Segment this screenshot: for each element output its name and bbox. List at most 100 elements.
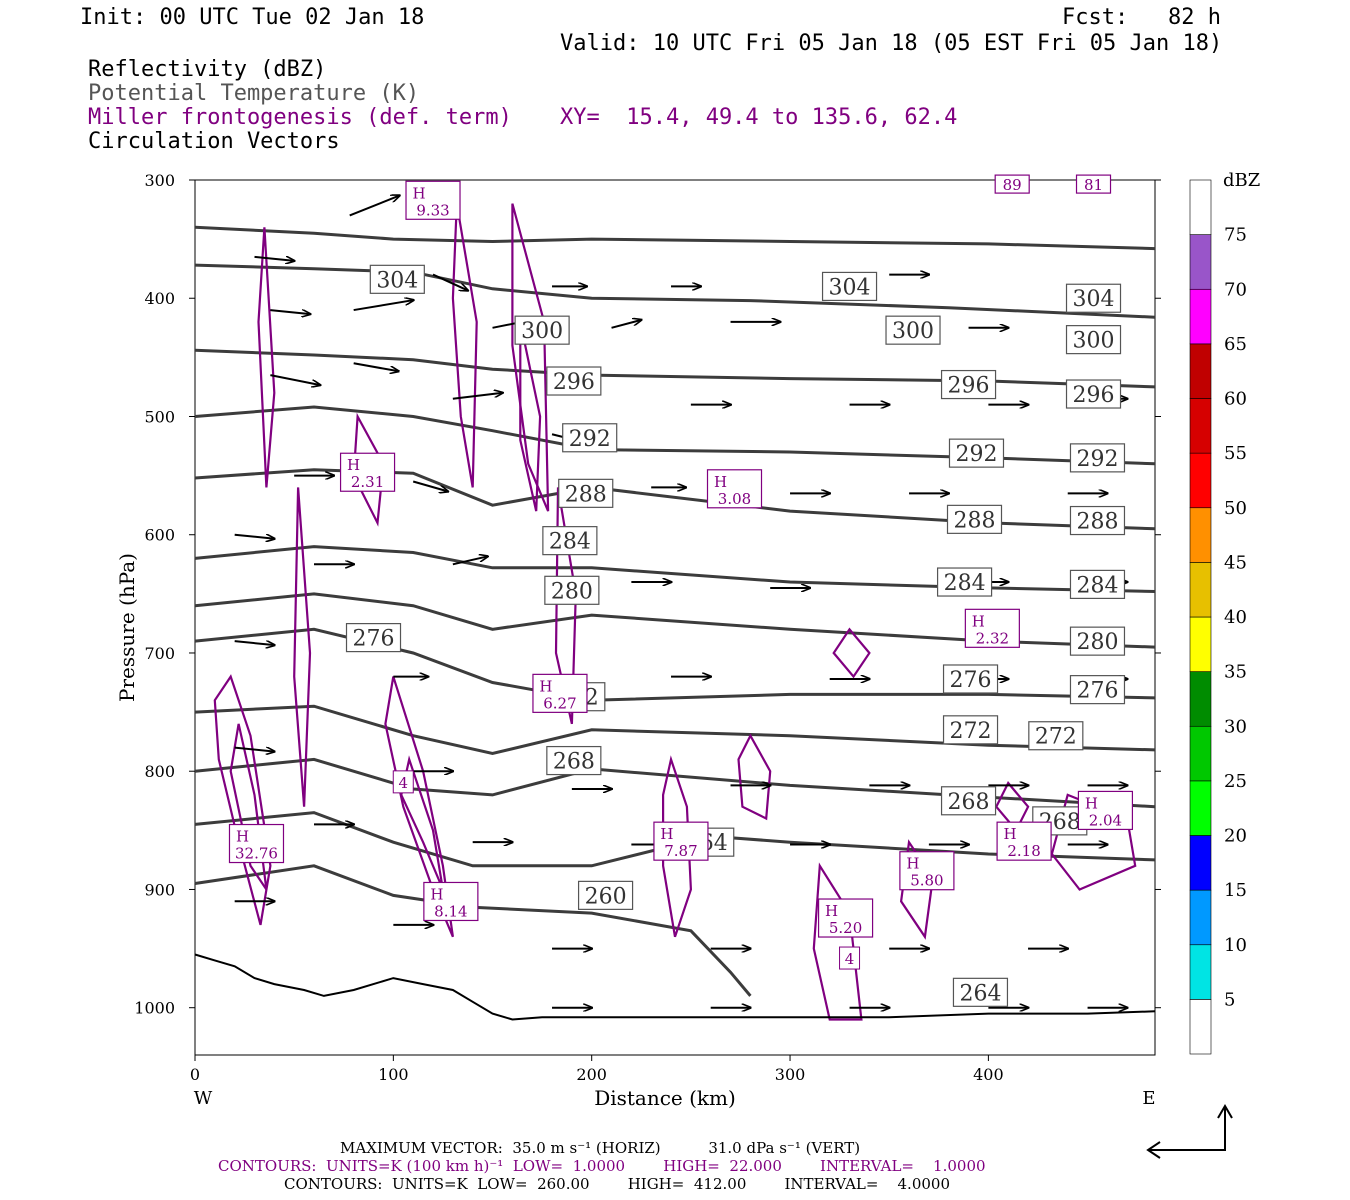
field-potential-temperature: Potential Temperature (K) [88,81,420,106]
max-marker: H [972,612,985,630]
colorbar-tick-label: 15 [1224,880,1247,901]
colorbar-swatch [1189,179,1212,235]
colorbar-swatch [1189,780,1212,836]
max-label-box [706,469,763,509]
theta-label-box [940,369,997,400]
field-circulation-vectors: Circulation Vectors [88,129,340,154]
max-value: 32.76 [235,845,278,863]
colorbar-unit: dBZ [1223,170,1260,191]
theta-label-box [1069,505,1126,536]
max-label-box [405,180,461,220]
theta-label-box [577,880,634,910]
max-label-box [423,881,479,922]
theta-label-box [1065,283,1122,313]
max-vector-note: MAXIMUM VECTOR: 35.0 m s⁻¹ (HORIZ) 31.0 … [340,1139,861,1157]
theta-label: 276 [353,627,395,652]
y-tick-label: 700 [144,644,175,663]
y-tick-label: 1000 [134,999,175,1018]
colorbar-tick-label: 35 [1224,662,1247,683]
theta-contour-288 [194,468,1156,531]
theta-label: 292 [1076,447,1118,472]
max-value: 2.18 [1007,842,1040,860]
top-value: 89 [1003,176,1022,194]
theta-contour-280 [194,592,1156,649]
frontogenesis-contour-note: CONTOURS: UNITS=K (100 km h)⁻¹ LOW= 1.00… [218,1157,986,1175]
max-marker: H [1004,825,1017,843]
y-tick-label: 600 [144,526,175,545]
theta-label-box [1069,626,1126,656]
max-marker: H [539,677,552,695]
max-value: 9.33 [416,201,449,219]
theta-label-box [936,567,993,597]
theta-label-box [369,264,425,294]
circulation-vector [270,309,310,314]
theta-label: 280 [551,579,593,604]
terrain-line [194,953,1156,1021]
theta-label: 276 [1076,679,1118,704]
colorbar-tick-label: 25 [1224,771,1247,792]
circulation-vector [234,533,275,539]
theta-label: 292 [569,427,611,452]
cross-section-endpoints: XY= 15.4, 49.4 to 135.6, 62.4 [560,105,958,130]
theta-label: 300 [521,319,563,344]
max-value: 2.31 [351,473,384,491]
x-tick-label: 400 [973,1065,1004,1084]
theta-label: 276 [950,668,992,693]
max-value: 2.32 [976,629,1009,647]
max-marker: H [412,184,425,202]
circulation-vector [254,255,295,261]
colorbar-tick-label: 45 [1224,552,1247,573]
theta-label-box [1028,721,1084,751]
colorbar-tick-label: 10 [1224,935,1247,956]
theta-label-box [542,526,598,556]
theta-contour-300 [194,263,1156,319]
colorbar-tick-label: 30 [1224,716,1247,737]
circulation-vector [452,393,503,400]
circulation-vector [349,195,400,217]
max-value: 5.20 [829,919,862,937]
plot-frame [194,179,1156,1056]
max-label-box [339,452,396,492]
y-tick-label: 500 [144,407,175,426]
theta-label: 260 [585,884,627,909]
theta-contour-note: CONTOURS: UNITS=K LOW= 260.00 HIGH= 412.… [284,1175,950,1193]
max-marker: H [660,825,673,843]
circulation-vector [234,746,275,752]
west-label: W [194,1088,213,1109]
colorbar-tick-label: 5 [1224,989,1235,1010]
theta-label-box [546,366,602,396]
max-label-box [532,673,588,713]
frontogenesis-contour [661,755,693,938]
theta-contour-284 [194,545,1156,593]
max-label-box [653,821,709,861]
colorbar-swatch [1189,616,1212,672]
theta-label-box [546,745,602,776]
x-tick-label: 200 [576,1065,607,1084]
valid-time: Valid: 10 UTC Fri 05 Jan 18 (05 EST Fri … [560,31,1223,56]
circulation-vector [611,320,642,329]
max-marker: H [1085,794,1098,812]
frontogenesis-contour [257,227,276,488]
theta-label-box [345,623,402,653]
contour-value-box [839,946,861,970]
circulation-vector [353,362,399,371]
frontogenesis-contour [229,723,268,891]
east-label: E [1142,1088,1155,1109]
frontogenesis-contour [812,862,863,1021]
max-label-box [817,898,874,938]
colorbar-swatch [1189,725,1212,782]
top-value: 81 [1084,176,1103,194]
max-label-box [1077,790,1134,831]
theta-label: 280 [1076,630,1118,655]
theta-label: 284 [549,530,591,555]
frontogenesis-contour [213,674,272,926]
top-value-box [994,174,1030,194]
theta-label-box [544,575,600,605]
max-label-box [899,851,955,891]
colorbar-tick-label: 50 [1224,498,1247,519]
y-tick-label: 900 [144,880,175,899]
frontogenesis-contour [451,203,478,488]
max-marker: H [714,473,727,491]
y-tick-label: 800 [144,762,175,781]
colorbar-tick-label: 70 [1224,279,1247,300]
